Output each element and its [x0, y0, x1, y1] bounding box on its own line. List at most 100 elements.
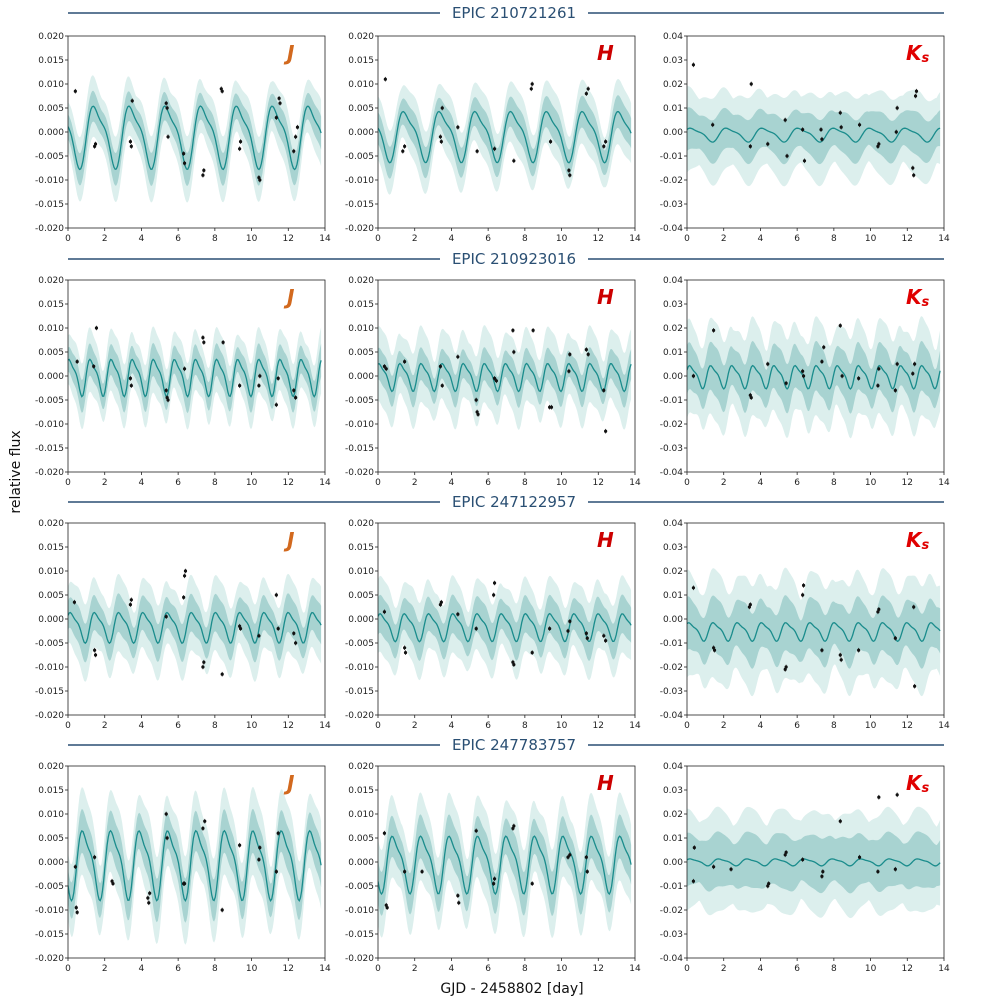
data-point: [568, 352, 572, 356]
data-point: [182, 152, 186, 156]
y-tick-label: 0.020: [348, 519, 374, 529]
x-tick-label: 6: [794, 964, 800, 974]
data-point: [440, 384, 444, 388]
data-point: [857, 855, 862, 859]
x-tick-label: 12: [593, 478, 604, 488]
y-tick-label: 0.015: [38, 543, 64, 553]
data-point: [238, 627, 243, 631]
plot-area: [68, 787, 322, 945]
data-point: [584, 92, 588, 96]
y-tick-label: -0.01: [660, 882, 683, 892]
y-tick-label: 0.010: [38, 324, 64, 334]
x-tick-label: 0: [684, 478, 690, 488]
data-point: [165, 836, 169, 840]
y-tick-label: 0.020: [38, 519, 64, 529]
x-tick-label: 12: [593, 234, 604, 244]
data-point: [258, 374, 262, 378]
panel-H: 0 2 4 6 8 10 12 14 -0.020 -0.015 -0.010 -0.005 0.000…: [345, 276, 641, 488]
y-tick-label: -0.01: [660, 639, 683, 649]
data-point: [877, 795, 881, 799]
data-point: [382, 610, 387, 614]
panel-Ks: 0 2 4 6 8 10 12 14 -0.04 -0.03 -0.02 -0.01 0.00 0.01 0…: [660, 762, 950, 974]
data-point: [512, 663, 516, 667]
band-label: J: [283, 771, 295, 795]
data-point: [820, 648, 824, 652]
data-point: [584, 855, 588, 859]
x-tick-label: 2: [721, 234, 727, 244]
x-tick-label: 12: [902, 478, 913, 488]
data-point: [821, 870, 825, 874]
data-point: [567, 369, 571, 373]
x-tick-label: 0: [375, 478, 381, 488]
y-tick-label: -0.010: [345, 420, 374, 430]
data-point: [147, 901, 151, 905]
data-point: [729, 867, 733, 871]
panel-Ks: 0 2 4 6 8 10 12 14 -0.04 -0.03 -0.02 -0.01 0.00 0.01 0…: [660, 276, 950, 488]
data-point: [94, 326, 99, 330]
y-tick-label: 0.005: [348, 348, 374, 358]
y-tick-label: 0.010: [348, 810, 374, 820]
model-line: [68, 829, 322, 903]
uncertainty-band-1sigma: [378, 95, 632, 179]
y-tick-label: -0.03: [660, 200, 683, 210]
data-point: [276, 627, 280, 631]
y-tick-label: 0.015: [38, 300, 64, 310]
x-tick-label: 4: [139, 234, 145, 244]
data-point: [129, 598, 133, 602]
y-tick-label: -0.03: [660, 930, 683, 940]
x-tick-label: 2: [721, 964, 727, 974]
data-point: [278, 101, 282, 105]
data-point: [548, 627, 552, 631]
data-point: [276, 831, 280, 835]
x-tick-label: 14: [319, 234, 331, 244]
data-point: [166, 398, 170, 402]
y-tick-label: 0.010: [38, 80, 64, 90]
y-tick-label: -0.015: [345, 930, 374, 940]
plot-area: [687, 316, 941, 439]
model-line: [687, 858, 941, 867]
data-point: [567, 168, 571, 172]
panel-H: 0 2 4 6 8 10 12 14 -0.020 -0.015 -0.010 -0.005 0.000…: [345, 519, 641, 731]
data-point: [604, 140, 608, 144]
data-point: [711, 123, 715, 127]
y-tick-label: 0.005: [38, 834, 64, 844]
y-tick-label: 0.015: [38, 786, 64, 796]
y-tick-label: -0.010: [345, 906, 374, 916]
data-point: [292, 631, 296, 636]
x-tick-label: 0: [65, 721, 71, 731]
data-point: [838, 324, 842, 328]
y-tick-label: -0.020: [345, 224, 374, 234]
data-point: [877, 367, 881, 371]
data-point: [876, 384, 880, 388]
uncertainty-band-1sigma: [378, 814, 632, 916]
x-tick-label: 14: [319, 478, 331, 488]
y-tick-label: 0.020: [38, 276, 64, 286]
data-point: [130, 99, 134, 103]
data-point: [221, 340, 225, 344]
data-point: [566, 629, 570, 633]
data-point: [912, 605, 916, 609]
x-tick-label: 8: [831, 234, 837, 244]
data-point: [822, 345, 826, 349]
x-tick-label: 12: [283, 234, 294, 244]
uncertainty-band-1sigma: [68, 593, 322, 663]
x-tick-label: 14: [319, 964, 331, 974]
model-line: [378, 612, 632, 643]
y-tick-label: 0.020: [348, 32, 374, 42]
data-point: [201, 173, 205, 177]
data-point: [382, 364, 387, 368]
data-point: [839, 125, 843, 129]
y-tick-label: -0.015: [35, 930, 64, 940]
data-point: [93, 653, 98, 657]
x-tick-label: 12: [283, 478, 294, 488]
x-tick-label: 6: [485, 234, 491, 244]
x-tick-label: 2: [412, 478, 418, 488]
data-point: [604, 639, 608, 643]
y-tick-label: 0.03: [663, 543, 683, 553]
data-point: [128, 603, 133, 607]
band-label: H: [597, 771, 614, 795]
x-tick-label: 12: [283, 964, 294, 974]
